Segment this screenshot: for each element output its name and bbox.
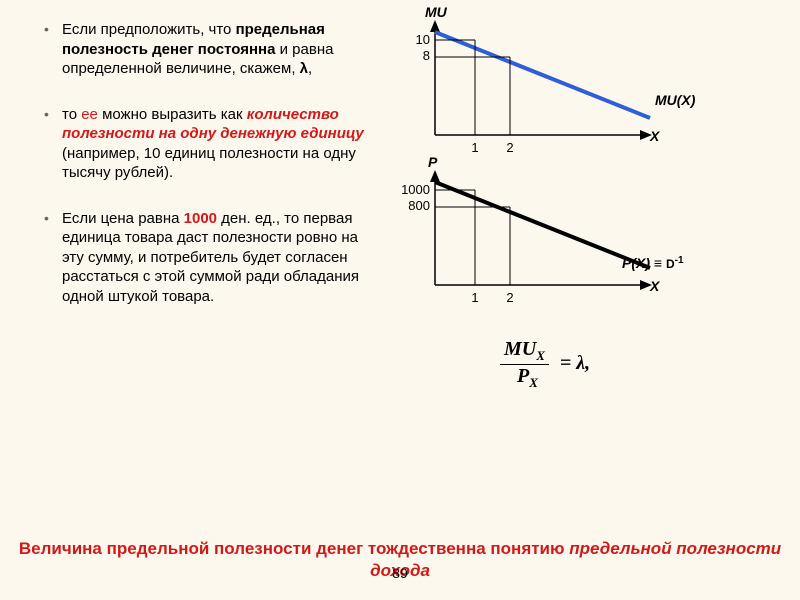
p-chart: P X P(X) ≡ D-1 1000 800 1 2 (390, 170, 690, 325)
bullet-2: то ее можно выразить как количество поле… (40, 105, 370, 183)
y-tick: 8 (400, 48, 430, 63)
bullet-3: Если цена равна 1000 ден. ед., то первая… (40, 209, 370, 307)
text: (например, 10 единиц полезности на одну … (62, 145, 356, 182)
x-tick: 1 (468, 140, 482, 155)
text: ее (81, 106, 98, 123)
lambda-symbol: λ (300, 60, 308, 77)
charts-column: MU X MU(X) 10 8 1 2 P X P( (380, 20, 770, 332)
text: 1000 (184, 210, 217, 227)
formula: MUX PX = λ, (500, 338, 590, 391)
text: то (62, 106, 81, 123)
mu-chart: MU X MU(X) 10 8 1 2 (390, 20, 690, 175)
text-column: Если предположить, что предельная полезн… (40, 20, 380, 332)
mu-chart-svg (390, 20, 690, 175)
text: Если цена равна (62, 210, 184, 227)
page-number: 89 (0, 564, 800, 582)
text: Величина предельной полезности денег тож… (19, 539, 569, 558)
x-tick: 1 (468, 290, 482, 305)
y-tick: 10 (400, 32, 430, 47)
y-axis-label: MU (425, 4, 447, 20)
y-tick: 1000 (388, 182, 430, 197)
text: , (308, 60, 312, 77)
x-tick: 2 (503, 140, 517, 155)
p-chart-svg (390, 170, 690, 325)
x-axis-label: X (650, 278, 659, 294)
text: Если предположить, что (62, 21, 236, 38)
line-label: P(X) ≡ D-1 (622, 255, 684, 271)
text: можно выразить как (98, 106, 247, 123)
x-axis-label: X (650, 128, 659, 144)
y-tick: 800 (388, 198, 430, 213)
bottom-summary: Величина предельной полезности денег тож… (0, 538, 800, 582)
line-label: MU(X) (655, 92, 695, 108)
bullet-list: Если предположить, что предельная полезн… (40, 20, 370, 306)
bullet-1: Если предположить, что предельная полезн… (40, 20, 370, 79)
y-axis-label: P (428, 154, 437, 170)
x-tick: 2 (503, 290, 517, 305)
